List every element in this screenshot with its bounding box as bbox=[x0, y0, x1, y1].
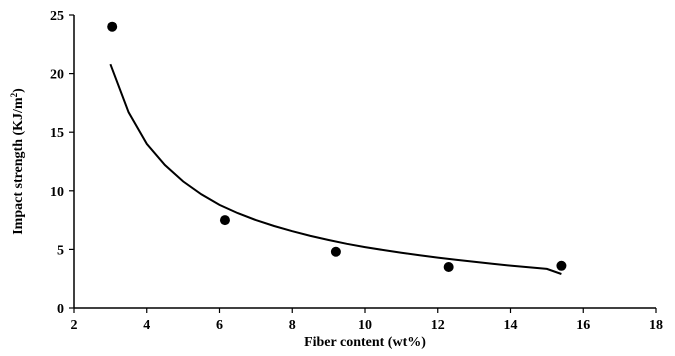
data-point bbox=[107, 21, 118, 32]
y-tick-label: 10 bbox=[50, 185, 64, 200]
x-tick-label: 12 bbox=[431, 318, 445, 333]
y-tick-label: 25 bbox=[50, 9, 64, 24]
x-tick-label: 4 bbox=[143, 318, 150, 333]
data-point bbox=[443, 261, 454, 272]
y-tick-label: 20 bbox=[50, 68, 64, 83]
data-point bbox=[219, 215, 230, 226]
data-point bbox=[330, 246, 341, 257]
y-axis-title: Impact strength (KJ/m2) bbox=[9, 88, 26, 235]
x-tick-label: 10 bbox=[358, 318, 372, 333]
y-axis-title-superscript: 2 bbox=[9, 92, 19, 97]
y-tick-label: 0 bbox=[57, 302, 64, 317]
x-tick-label: 18 bbox=[649, 318, 663, 333]
fit-curve bbox=[109, 63, 562, 275]
plot-area bbox=[107, 21, 567, 275]
x-axis-ticks: 2 4 6 8 10 12 14 16 18 bbox=[71, 308, 663, 333]
x-tick-label: 16 bbox=[576, 318, 590, 333]
y-axis-title-main: Impact strength (KJ/m bbox=[11, 97, 26, 235]
x-tick-label: 8 bbox=[289, 318, 296, 333]
x-axis-title: Fiber content (wt%) bbox=[304, 335, 426, 350]
x-tick-label: 2 bbox=[71, 318, 78, 333]
y-tick-label: 15 bbox=[50, 126, 64, 141]
y-axis-ticks: 0 5 10 15 20 25 bbox=[50, 9, 74, 317]
x-tick-label: 14 bbox=[504, 318, 518, 333]
x-tick-label: 6 bbox=[216, 318, 223, 333]
y-tick-label: 5 bbox=[57, 243, 64, 258]
y-axis-title-close: ) bbox=[11, 88, 26, 93]
data-point bbox=[556, 260, 567, 271]
